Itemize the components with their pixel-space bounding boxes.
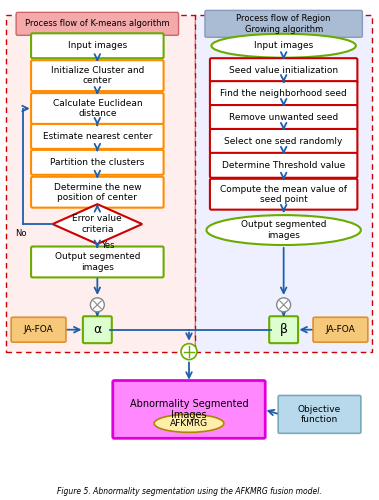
Text: α: α	[93, 323, 102, 336]
FancyBboxPatch shape	[31, 177, 164, 208]
Text: Determine Threshold value: Determine Threshold value	[222, 161, 345, 170]
FancyBboxPatch shape	[210, 129, 357, 154]
Text: Determine the new
position of center: Determine the new position of center	[53, 182, 141, 202]
FancyBboxPatch shape	[269, 316, 298, 343]
FancyBboxPatch shape	[313, 318, 368, 342]
Text: Remove unwanted seed: Remove unwanted seed	[229, 113, 338, 122]
Text: Seed value initialization: Seed value initialization	[229, 66, 338, 75]
Text: Input images: Input images	[68, 42, 127, 50]
Text: Output segmented
images: Output segmented images	[241, 220, 326, 240]
FancyBboxPatch shape	[210, 179, 357, 210]
FancyBboxPatch shape	[31, 246, 164, 278]
FancyBboxPatch shape	[16, 12, 179, 36]
Circle shape	[181, 344, 197, 359]
Text: Find the neighborhood seed: Find the neighborhood seed	[220, 89, 347, 98]
Text: Output segmented
images: Output segmented images	[55, 252, 140, 272]
FancyBboxPatch shape	[205, 10, 362, 38]
FancyBboxPatch shape	[31, 93, 164, 124]
Text: JA-FOA: JA-FOA	[23, 325, 53, 334]
Text: Abnormality Segmented
Images: Abnormality Segmented Images	[130, 398, 248, 420]
Text: Yes: Yes	[101, 241, 115, 250]
FancyBboxPatch shape	[113, 380, 265, 438]
Text: Figure 5. Abnormality segmentation using the AFKMRG fusion model.: Figure 5. Abnormality segmentation using…	[56, 486, 321, 496]
FancyBboxPatch shape	[210, 153, 357, 178]
Text: Initialize Cluster and
center: Initialize Cluster and center	[51, 66, 144, 86]
FancyBboxPatch shape	[210, 58, 357, 83]
Text: AFKMRG: AFKMRG	[170, 419, 208, 428]
Circle shape	[277, 298, 291, 312]
FancyBboxPatch shape	[31, 124, 164, 149]
Text: No: No	[15, 229, 27, 238]
FancyBboxPatch shape	[278, 396, 361, 434]
Ellipse shape	[211, 34, 356, 58]
FancyBboxPatch shape	[11, 318, 66, 342]
Text: Compute the mean value of
seed point: Compute the mean value of seed point	[220, 184, 347, 204]
Text: Estimate nearest center: Estimate nearest center	[43, 132, 152, 141]
Text: Error value
criteria: Error value criteria	[72, 214, 122, 234]
FancyBboxPatch shape	[83, 316, 112, 343]
FancyBboxPatch shape	[210, 105, 357, 130]
FancyBboxPatch shape	[31, 150, 164, 175]
Text: Process flow of Region
Growing algorithm: Process flow of Region Growing algorithm	[236, 14, 331, 34]
Text: Partition the clusters: Partition the clusters	[50, 158, 144, 167]
FancyBboxPatch shape	[31, 34, 164, 58]
FancyBboxPatch shape	[31, 60, 164, 91]
Text: Process flow of K-means algorithm: Process flow of K-means algorithm	[25, 20, 170, 28]
Text: Input images: Input images	[254, 42, 313, 50]
Ellipse shape	[207, 215, 361, 245]
Bar	[6, 15, 195, 351]
Text: Calculate Euclidean
distance: Calculate Euclidean distance	[53, 99, 142, 118]
Text: Select one seed randomly: Select one seed randomly	[224, 137, 343, 146]
FancyBboxPatch shape	[210, 81, 357, 106]
Text: JA-FOA: JA-FOA	[326, 325, 356, 334]
Text: β: β	[280, 323, 288, 336]
Polygon shape	[53, 204, 142, 244]
Bar	[195, 15, 372, 351]
Circle shape	[90, 298, 104, 312]
Ellipse shape	[154, 414, 224, 432]
Text: Objective
function: Objective function	[298, 404, 341, 424]
